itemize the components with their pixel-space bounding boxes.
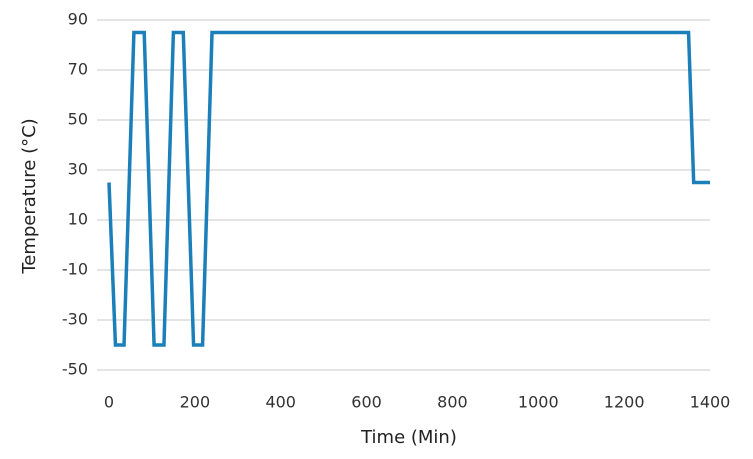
y-tick-label: -50 xyxy=(62,360,88,379)
x-axis-title: Time (Min) xyxy=(360,427,457,448)
x-tick-label: 1000 xyxy=(518,393,559,412)
x-tick-label: 200 xyxy=(180,393,211,412)
y-axis-title: Temperature (°C) xyxy=(19,118,40,274)
x-tick-label: 400 xyxy=(265,393,296,412)
line xyxy=(107,30,710,347)
y-tick-label: 70 xyxy=(68,60,88,79)
x-tick-label: 800 xyxy=(437,393,468,412)
x-tick-label: 600 xyxy=(351,393,382,412)
y-tick-label: 90 xyxy=(68,10,88,29)
y-tick-label: 30 xyxy=(68,160,88,179)
x-tick-label: 0 xyxy=(104,393,114,412)
x-tick-label: 1400 xyxy=(690,393,731,412)
x-tick-label: 1200 xyxy=(604,393,645,412)
y-tick-label: -10 xyxy=(62,260,88,279)
y-tick-label: -30 xyxy=(62,310,88,329)
y-tick-label: 10 xyxy=(68,210,88,229)
y-tick-label: 50 xyxy=(68,110,88,129)
